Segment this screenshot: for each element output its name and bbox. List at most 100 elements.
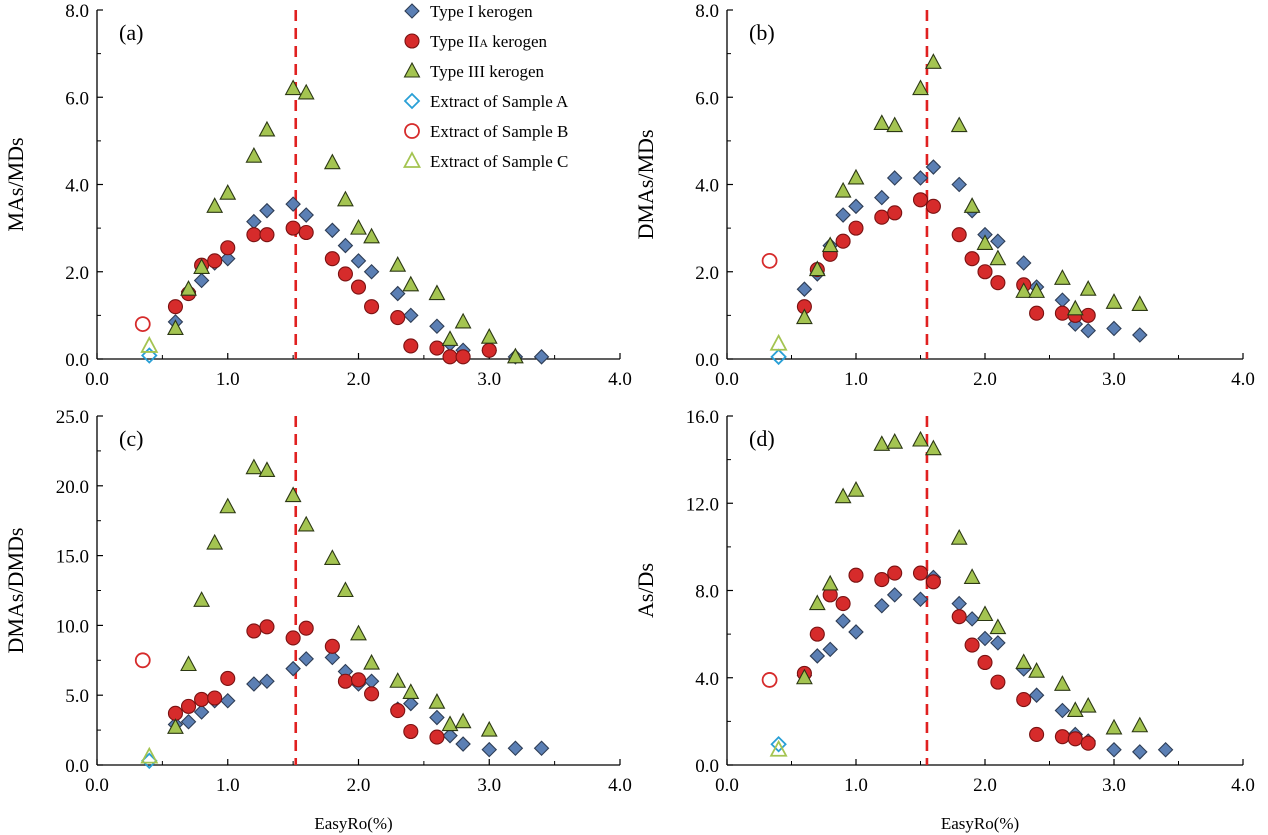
legend-label: Extract of Sample C	[430, 152, 568, 171]
data-point	[180, 713, 197, 730]
data-point	[429, 340, 445, 356]
data-point	[403, 723, 419, 740]
data-point	[389, 256, 407, 272]
series-5	[134, 652, 151, 669]
data-point	[297, 515, 315, 532]
data-point	[924, 53, 942, 69]
y-tick-label: 4.0	[695, 669, 719, 690]
data-point	[219, 250, 236, 267]
data-point	[364, 299, 380, 315]
data-point	[886, 116, 904, 133]
panel-c: 0.0 1.0 2.0 3.0 4.0 0.0 5.0 10.0 15.0 20.0 25.0 DMA…	[3, 407, 632, 833]
panel-d: 0.0 1.0 2.0 3.0 4.0 0.0 4.0 8.0 12.0 16.0 As/Ds Eas…	[633, 407, 1255, 833]
y-tick-label: 8.0	[65, 1, 89, 22]
series-6	[769, 333, 788, 351]
data-point	[403, 695, 419, 712]
data-point	[795, 308, 813, 325]
series-6	[140, 746, 159, 764]
data-point	[822, 641, 838, 658]
x-axis-label: EasyRo(%)	[941, 814, 1019, 833]
data-point	[1106, 741, 1122, 758]
data-point	[481, 342, 497, 358]
x-tick-label: 2.0	[347, 369, 371, 390]
data-point	[533, 740, 550, 757]
data-point	[219, 693, 236, 709]
data-point	[847, 168, 865, 185]
data-point	[761, 672, 778, 688]
data-point	[481, 741, 498, 758]
data-point	[193, 704, 210, 720]
data-point	[441, 715, 459, 732]
data-point	[441, 330, 459, 346]
data-point	[924, 439, 942, 456]
data-point	[951, 609, 967, 625]
x-tick-label: 3.0	[477, 775, 501, 796]
data-point	[324, 222, 341, 239]
data-point	[350, 218, 367, 235]
data-point	[207, 690, 223, 706]
data-point	[964, 251, 980, 267]
data-point	[848, 220, 864, 236]
data-point	[246, 227, 262, 243]
data-point	[821, 574, 839, 591]
data-point	[874, 597, 890, 614]
data-point	[835, 596, 851, 612]
y-tick-label: 16.0	[686, 407, 719, 428]
data-point	[298, 207, 314, 223]
panel-b: 0.0 1.0 2.0 3.0 4.0 0.0 2.0 4.0 6.0 8.0 DMAs/MDs (b…	[633, 1, 1255, 390]
data-point	[761, 252, 778, 269]
data-point	[455, 736, 471, 752]
x-tick-label: 4.0	[608, 775, 632, 796]
data-point	[220, 670, 236, 686]
x-tick-label: 4.0	[1231, 369, 1255, 390]
data-point	[990, 233, 1006, 249]
data-point	[480, 328, 498, 344]
data-point	[298, 224, 314, 241]
data-point	[1016, 692, 1032, 708]
data-point	[1054, 729, 1070, 745]
series-5	[761, 672, 778, 688]
data-point	[323, 549, 341, 565]
data-point	[808, 260, 826, 277]
data-point	[389, 285, 406, 302]
data-point	[285, 196, 301, 212]
data-point	[284, 486, 302, 503]
data-point	[821, 236, 839, 253]
data-point	[194, 691, 210, 707]
series-4	[770, 736, 787, 753]
y-tick-label: 25.0	[56, 407, 89, 428]
data-point	[364, 686, 380, 702]
data-point	[847, 480, 865, 497]
series-6	[769, 739, 788, 757]
data-point	[337, 581, 354, 598]
data-point	[912, 192, 929, 208]
data-point	[1132, 744, 1148, 760]
data-point	[193, 272, 210, 289]
series-3	[795, 430, 1149, 735]
series-4	[141, 347, 158, 364]
legend-label: Extract of Sample B	[430, 122, 568, 141]
panel-label: (c)	[119, 426, 143, 451]
data-point	[245, 146, 263, 163]
data-point	[220, 240, 236, 256]
data-point	[140, 746, 159, 764]
data-point	[193, 591, 211, 607]
data-point	[990, 635, 1006, 651]
series-5	[761, 252, 778, 269]
data-point	[874, 572, 890, 588]
data-point	[925, 574, 941, 590]
y-axis-label: DMAs/DMDs	[3, 528, 28, 654]
data-point	[403, 307, 419, 324]
data-point	[848, 198, 864, 215]
legend-marker	[402, 151, 422, 168]
panel-label: (a)	[119, 20, 143, 45]
data-point	[977, 630, 993, 647]
data-point	[951, 227, 967, 243]
y-tick-label: 2.0	[695, 263, 719, 284]
data-point	[770, 348, 787, 366]
data-point	[259, 673, 275, 690]
data-point	[480, 720, 498, 737]
x-tick-label: 0.0	[85, 775, 109, 796]
data-point	[886, 433, 904, 449]
data-point	[258, 461, 276, 477]
